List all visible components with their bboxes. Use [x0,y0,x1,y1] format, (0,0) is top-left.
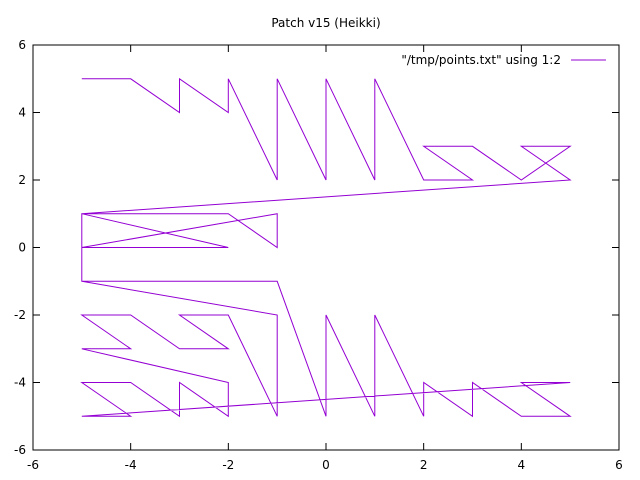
y-tick-label: 4 [18,106,26,120]
y-tick-label: 0 [18,241,26,255]
x-tick-label: 4 [518,458,526,472]
y-tick-label: 6 [18,38,26,52]
legend: "/tmp/points.txt" using 1:2 [401,53,606,67]
y-tick-label: -4 [14,376,26,390]
series-line [80,77,572,418]
y-tick-label: -2 [14,308,26,322]
y-tick-label: 2 [18,173,26,187]
x-tick-label: 2 [420,458,428,472]
x-tick-label: 0 [322,458,330,472]
x-tick-label: -2 [222,458,234,472]
y-tick-label: -6 [14,443,26,457]
x-tick-label: 6 [615,458,623,472]
legend-label: "/tmp/points.txt" using 1:2 [401,53,561,67]
y-axis: 6 4 2 0 -2 -4 -6 [14,38,619,457]
chart-title: Patch v15 (Heikki) [271,16,380,30]
series-layer [80,77,572,418]
x-axis: -6 -4 -2 0 2 4 6 [27,45,623,472]
x-tick-label: -6 [27,458,39,472]
x-tick-label: -4 [125,458,137,472]
